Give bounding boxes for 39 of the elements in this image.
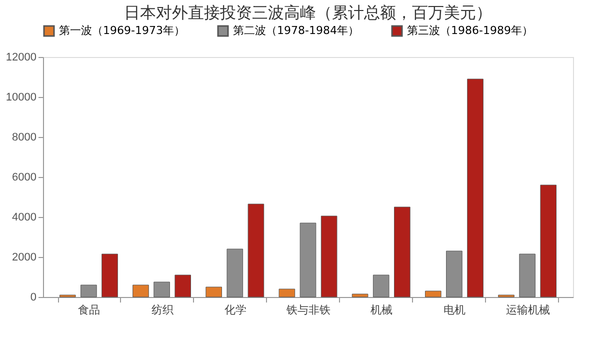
bar bbox=[394, 206, 410, 298]
y-tick-label: 4000 bbox=[12, 212, 36, 224]
bar bbox=[352, 294, 368, 298]
bar bbox=[59, 294, 76, 298]
y-tick-label: 12000 bbox=[6, 52, 36, 64]
x-tick-label: 电机 bbox=[444, 304, 466, 316]
x-tick-label: 化学 bbox=[224, 304, 246, 316]
bar bbox=[467, 78, 484, 298]
chart-title: 日本对外直接投资三波高峰（累计总额，百万美元） bbox=[124, 3, 492, 22]
bar bbox=[424, 290, 442, 298]
y-tick-label: 10000 bbox=[6, 92, 36, 104]
bar bbox=[320, 216, 338, 298]
bar bbox=[226, 248, 244, 298]
bar bbox=[80, 284, 97, 298]
x-tick-label: 铁与非铁 bbox=[286, 304, 330, 316]
y-tick-label: 2000 bbox=[12, 252, 36, 264]
legend-label: 第二波（1978-1984年） bbox=[233, 24, 359, 37]
bar bbox=[278, 288, 296, 298]
bar bbox=[132, 284, 149, 298]
bar bbox=[498, 294, 514, 298]
y-tick-label: 8000 bbox=[12, 132, 36, 144]
bar bbox=[102, 254, 118, 298]
bar bbox=[154, 282, 170, 298]
bar bbox=[300, 222, 316, 298]
x-tick-label: 食品 bbox=[78, 304, 100, 316]
bar bbox=[446, 250, 462, 298]
bar bbox=[206, 286, 222, 298]
bar bbox=[519, 254, 536, 298]
x-tick-label: 机械 bbox=[370, 304, 393, 316]
bar bbox=[174, 274, 192, 298]
bar bbox=[540, 184, 557, 298]
legend-label: 第三波（1986-1989年） bbox=[407, 24, 533, 37]
bar bbox=[248, 204, 264, 298]
x-tick-label: 纺织 bbox=[151, 304, 174, 316]
y-tick-label: 0 bbox=[30, 292, 36, 304]
x-tick-label: 运输机械 bbox=[506, 304, 550, 316]
y-tick-label: 6000 bbox=[12, 172, 36, 184]
legend-label: 第一波（1969-1973年） bbox=[59, 24, 185, 37]
bar bbox=[372, 274, 390, 298]
